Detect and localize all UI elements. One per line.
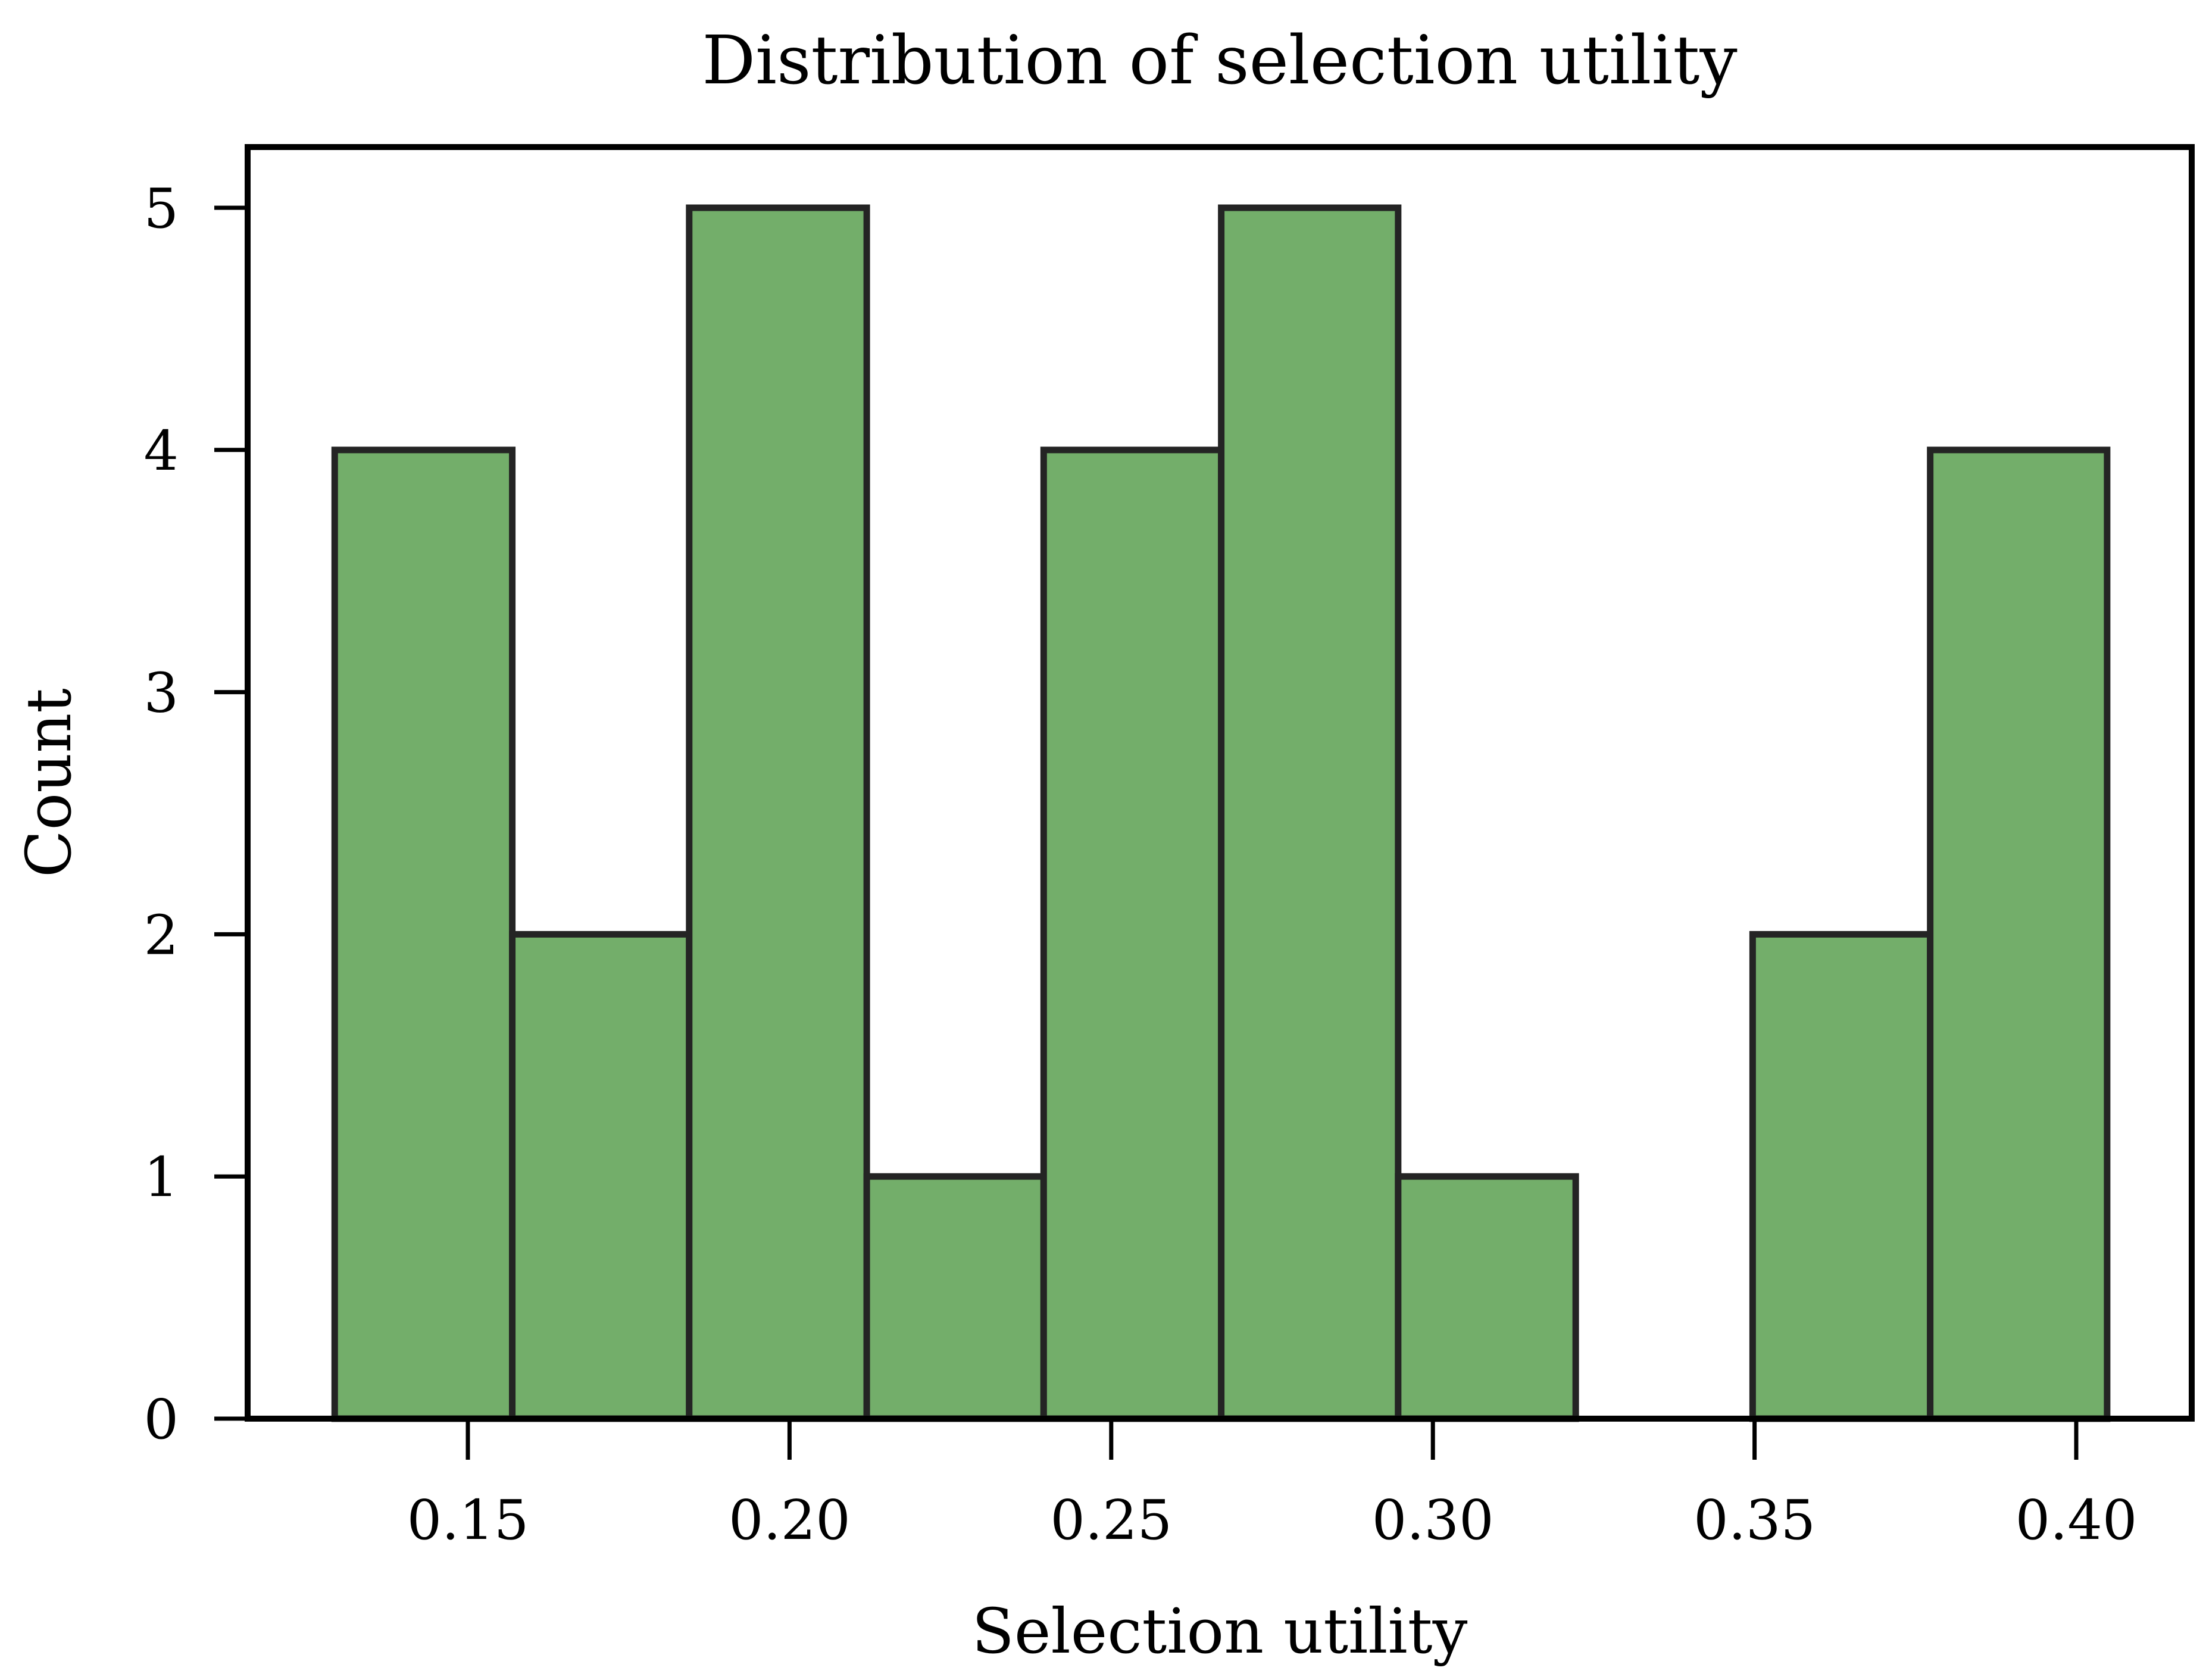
y-tick-label: 1 (143, 1145, 179, 1209)
y-tick-label: 4 (143, 419, 179, 483)
y-tick-label: 3 (143, 661, 179, 725)
y-axis-ticks: 0 1 2 3 4 5 (143, 177, 248, 1451)
y-tick-label: 2 (143, 903, 179, 967)
x-tick-label: 0.20 (729, 1488, 851, 1552)
x-axis-label: Selection utility (972, 1595, 1468, 1667)
x-tick-label: 0.35 (1693, 1488, 1816, 1552)
histogram-bar (331, 446, 516, 1422)
histogram-bar (863, 1173, 1047, 1422)
histogram-bar (1040, 446, 1225, 1422)
x-tick-label: 0.15 (407, 1488, 529, 1552)
histogram-bar (1749, 930, 1934, 1422)
histogram-bar (1395, 1173, 1579, 1422)
y-tick-label: 0 (143, 1388, 179, 1451)
histogram-bar (686, 204, 870, 1422)
x-tick-label: 0.25 (1050, 1488, 1172, 1552)
y-tick-label: 5 (143, 177, 179, 241)
histogram-bars (331, 204, 2111, 1422)
x-tick-label: 0.40 (2016, 1488, 2138, 1552)
histogram-bar (509, 930, 693, 1422)
histogram-bar (1218, 204, 1402, 1422)
y-axis-label: Count (13, 688, 85, 878)
x-axis-ticks: 0.15 0.20 0.25 0.30 0.35 0.40 (407, 1419, 2138, 1552)
histogram-bar (1927, 446, 2111, 1422)
x-tick-label: 0.30 (1372, 1488, 1494, 1552)
chart-title: Distribution of selection utility (702, 22, 1737, 99)
axes-frame (245, 144, 2195, 1422)
